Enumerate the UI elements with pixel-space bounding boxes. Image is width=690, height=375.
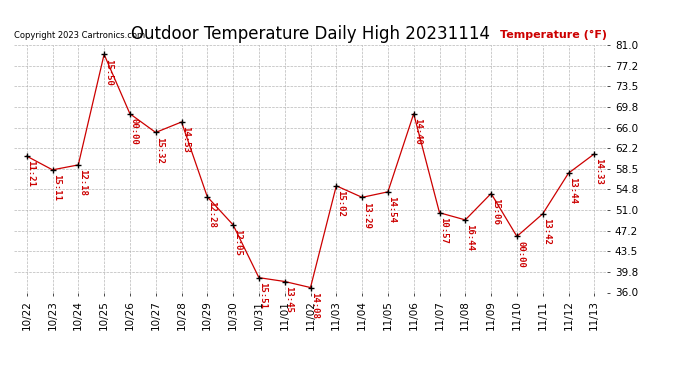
Text: 15:50: 15:50 — [104, 58, 112, 86]
Text: Copyright 2023 Cartronics.com: Copyright 2023 Cartronics.com — [14, 31, 145, 40]
Text: 10:57: 10:57 — [439, 217, 449, 244]
Text: Temperature (°F): Temperature (°F) — [500, 30, 607, 40]
Text: 15:51: 15:51 — [259, 282, 268, 309]
Text: 15:11: 15:11 — [52, 174, 61, 201]
Text: 00:00: 00:00 — [130, 118, 139, 145]
Text: 00:00: 00:00 — [517, 241, 526, 267]
Title: Outdoor Temperature Daily High 20231114: Outdoor Temperature Daily High 20231114 — [131, 26, 490, 44]
Text: 14:08: 14:08 — [310, 292, 319, 319]
Text: 15:06: 15:06 — [491, 198, 500, 225]
Text: 12:28: 12:28 — [207, 201, 216, 228]
Text: 13:45: 13:45 — [284, 286, 293, 312]
Text: 11:21: 11:21 — [26, 160, 35, 187]
Text: 14:40: 14:40 — [413, 118, 422, 145]
Text: 14:33: 14:33 — [594, 158, 603, 185]
Text: 13:42: 13:42 — [542, 218, 551, 245]
Text: 12:05: 12:05 — [233, 229, 241, 256]
Text: 14:53: 14:53 — [181, 126, 190, 153]
Text: 16:44: 16:44 — [465, 224, 474, 251]
Text: 14:54: 14:54 — [388, 196, 397, 223]
Text: 15:32: 15:32 — [155, 136, 164, 164]
Text: 15:02: 15:02 — [336, 190, 345, 217]
Text: 13:44: 13:44 — [568, 177, 577, 204]
Text: 13:29: 13:29 — [362, 201, 371, 228]
Text: 12:18: 12:18 — [78, 169, 87, 196]
